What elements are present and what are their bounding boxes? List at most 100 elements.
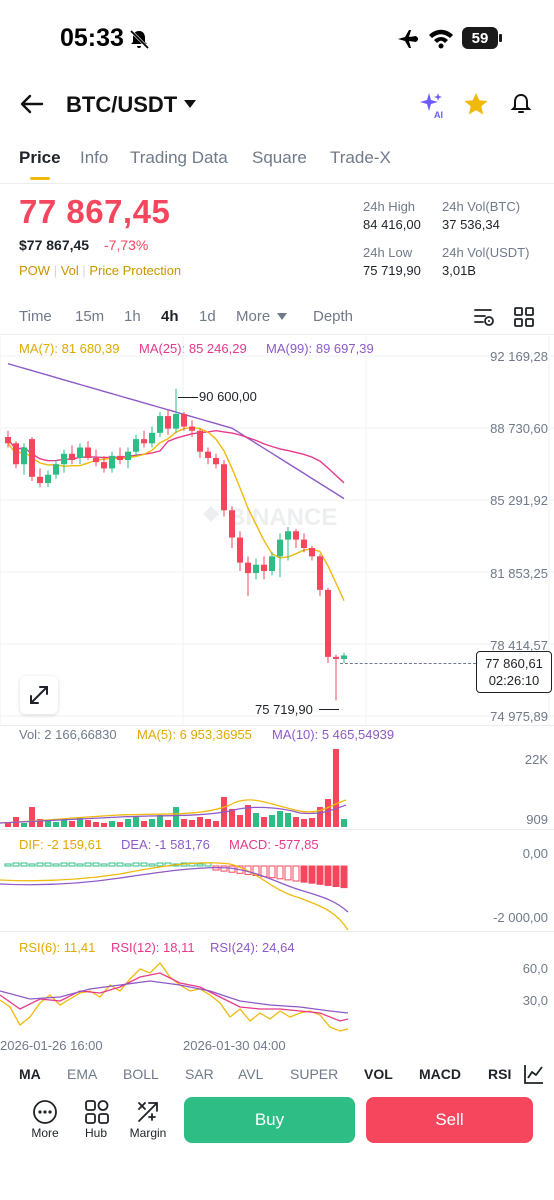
macd-chart: [0, 862, 349, 931]
timeframe-1h[interactable]: 1h: [124, 308, 141, 325]
timeframe-time[interactable]: Time: [19, 308, 52, 325]
more-icon[interactable]: [32, 1099, 58, 1125]
volume-bar: [253, 813, 259, 827]
candle: [117, 455, 123, 461]
layout-grid-icon[interactable]: [514, 307, 534, 327]
volume-bar: [117, 822, 123, 827]
candles: [5, 388, 347, 701]
tag-vol[interactable]: Vol: [60, 263, 79, 278]
macd-bar: [148, 863, 156, 867]
more-dropdown-icon[interactable]: [277, 313, 287, 320]
indicator-macd[interactable]: MACD: [419, 1066, 461, 1082]
candle: [213, 457, 219, 465]
battery-level: 59: [471, 29, 489, 47]
tab-price[interactable]: Price: [19, 148, 61, 167]
back-arrow-icon[interactable]: [20, 93, 44, 115]
macd-bar: [332, 865, 340, 887]
indicator-super[interactable]: SUPER: [290, 1066, 339, 1082]
macd-dif-legend: DIF: -2 159,61: [19, 837, 103, 852]
more-label[interactable]: More: [31, 1126, 59, 1140]
timeframe-4h[interactable]: 4h: [161, 308, 179, 325]
macd-bar: [308, 865, 316, 884]
tab-square[interactable]: Square: [252, 148, 307, 167]
volume-bar: [269, 815, 275, 827]
macd-dea-legend: DEA: -1 581,76: [121, 837, 210, 852]
fullscreen-button[interactable]: [20, 676, 58, 714]
volume-bar: [309, 818, 315, 827]
pair-dropdown-icon[interactable]: [183, 99, 197, 109]
buy-button[interactable]: Buy: [184, 1097, 355, 1143]
volume-bar: [317, 807, 323, 827]
macd-bar: [68, 862, 76, 867]
volume-bar: [93, 822, 99, 827]
indicator-settings-icon[interactable]: [523, 1063, 545, 1085]
candle: [309, 547, 315, 557]
status-time: 05:33: [60, 24, 124, 52]
rsi-axis-label: 60,0: [522, 961, 548, 976]
candle: [29, 439, 35, 477]
macd-bar: [92, 862, 100, 867]
indicator-ema[interactable]: EMA: [67, 1066, 98, 1082]
alert-bell-icon[interactable]: [509, 92, 533, 116]
divider: [0, 183, 554, 184]
macd-bar: [36, 862, 44, 867]
margin-label[interactable]: Margin: [129, 1126, 167, 1140]
volume-axis-label: 22K: [524, 752, 548, 767]
favorite-star-icon[interactable]: [463, 92, 489, 116]
macd-bar: [340, 865, 348, 889]
indicator-boll[interactable]: BOLL: [123, 1066, 159, 1082]
sell-button[interactable]: Sell: [366, 1097, 533, 1143]
candle: [61, 453, 67, 465]
volume-bar: [5, 823, 11, 827]
candle: [13, 443, 19, 465]
chart-settings-icon[interactable]: [473, 306, 495, 328]
timeframe-15m[interactable]: 15m: [75, 308, 105, 325]
indicator-ma[interactable]: MA: [19, 1066, 41, 1082]
volume-bar: [301, 819, 307, 827]
tag-pow[interactable]: POW: [19, 263, 51, 278]
macd-bar: [284, 865, 292, 881]
macd-bar: [108, 862, 116, 867]
tab-info[interactable]: Info: [80, 148, 109, 167]
indicator-avl[interactable]: AVL: [238, 1066, 264, 1082]
usd-price: $77 867,45: [19, 237, 90, 253]
tag-price-protection[interactable]: Price Protection: [89, 263, 182, 278]
indicator-sar[interactable]: SAR: [185, 1066, 214, 1082]
rsi24-legend: RSI(24): 24,64: [210, 940, 295, 955]
candle: [237, 537, 243, 563]
volume-bar: [173, 807, 179, 827]
timeframe-1d[interactable]: 1d: [199, 308, 216, 325]
timeframe-more[interactable]: More: [236, 308, 271, 325]
expand-icon: [30, 686, 48, 704]
candle: [77, 447, 83, 458]
indicator-vol[interactable]: VOL: [364, 1066, 393, 1082]
candle: [325, 589, 331, 657]
current-price-line: [340, 663, 476, 664]
volume-bar: [77, 817, 83, 827]
tab-trading-data[interactable]: Trading Data: [130, 148, 228, 167]
hub-label[interactable]: Hub: [84, 1126, 107, 1140]
margin-icon[interactable]: [135, 1099, 161, 1125]
candle: [317, 556, 323, 590]
current-price-value: 77 860,61: [485, 656, 543, 671]
divider: [0, 725, 554, 726]
price-axis-label: 85 291,92: [490, 493, 548, 508]
svg-text:AI: AI: [434, 110, 443, 119]
current-price-box[interactable]: 77 860,61 02:26:10: [476, 651, 552, 693]
candle: [261, 564, 267, 572]
pair-title[interactable]: BTC/USDT: [66, 92, 178, 117]
volume-axis-label: 909: [526, 812, 548, 827]
low-marker-label: 75 719,90: [255, 702, 313, 717]
tab-trade-x[interactable]: Trade-X: [330, 148, 391, 167]
timeframe-depth[interactable]: Depth: [313, 308, 354, 325]
indicator-rsi[interactable]: RSI: [488, 1066, 512, 1082]
bell-muted-icon: [129, 29, 150, 50]
macd-bar: [260, 865, 268, 878]
price-chart[interactable]: BINANCE: [0, 336, 554, 726]
hub-icon[interactable]: [84, 1099, 110, 1125]
volume-chart: [0, 749, 347, 827]
ai-sparkle-icon[interactable]: AI: [418, 91, 446, 119]
macd-axis-label: 0,00: [522, 846, 548, 861]
candle: [333, 656, 339, 659]
candle: [69, 453, 75, 461]
